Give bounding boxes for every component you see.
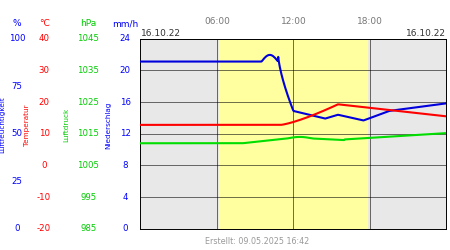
Text: 40: 40 (39, 34, 50, 43)
Text: 1035: 1035 (77, 66, 99, 75)
Text: 1015: 1015 (77, 129, 99, 138)
Text: 995: 995 (80, 192, 96, 202)
Text: 18:00: 18:00 (357, 17, 383, 26)
Text: %: % (13, 19, 22, 28)
Text: 100: 100 (9, 34, 25, 43)
Text: 12: 12 (120, 129, 130, 138)
Text: 0: 0 (14, 224, 20, 233)
Text: 0: 0 (122, 224, 128, 233)
Text: 0: 0 (41, 161, 47, 170)
Text: Niederschlag: Niederschlag (105, 101, 111, 149)
Text: 10: 10 (39, 129, 50, 138)
Text: 16.10.22: 16.10.22 (405, 28, 446, 38)
Text: Erstellt: 09.05.2025 16:42: Erstellt: 09.05.2025 16:42 (205, 237, 309, 246)
Text: Luftfeuchtigkeit: Luftfeuchtigkeit (0, 96, 6, 153)
Text: 75: 75 (12, 82, 22, 91)
Text: °C: °C (39, 19, 50, 28)
Text: 50: 50 (12, 129, 22, 138)
Text: hPa: hPa (80, 19, 96, 28)
Text: 12:00: 12:00 (280, 17, 306, 26)
Text: 06:00: 06:00 (204, 17, 230, 26)
Text: 16: 16 (120, 98, 130, 106)
Text: 24: 24 (120, 34, 130, 43)
Text: mm/h: mm/h (112, 19, 138, 28)
Text: 1045: 1045 (77, 34, 99, 43)
Bar (219, 39, 367, 229)
Text: 20: 20 (39, 98, 50, 106)
Text: Temperatur: Temperatur (24, 104, 30, 146)
Text: 4: 4 (122, 192, 128, 202)
Text: -20: -20 (37, 224, 51, 233)
Text: 1025: 1025 (77, 98, 99, 106)
Text: 8: 8 (122, 161, 128, 170)
Text: 25: 25 (12, 177, 22, 186)
Text: Luftdruck: Luftdruck (63, 108, 70, 142)
Text: -10: -10 (37, 192, 51, 202)
Text: 16.10.22: 16.10.22 (141, 28, 181, 38)
Text: 30: 30 (39, 66, 50, 75)
Text: 1005: 1005 (77, 161, 99, 170)
Text: 985: 985 (80, 224, 96, 233)
Text: 20: 20 (120, 66, 130, 75)
